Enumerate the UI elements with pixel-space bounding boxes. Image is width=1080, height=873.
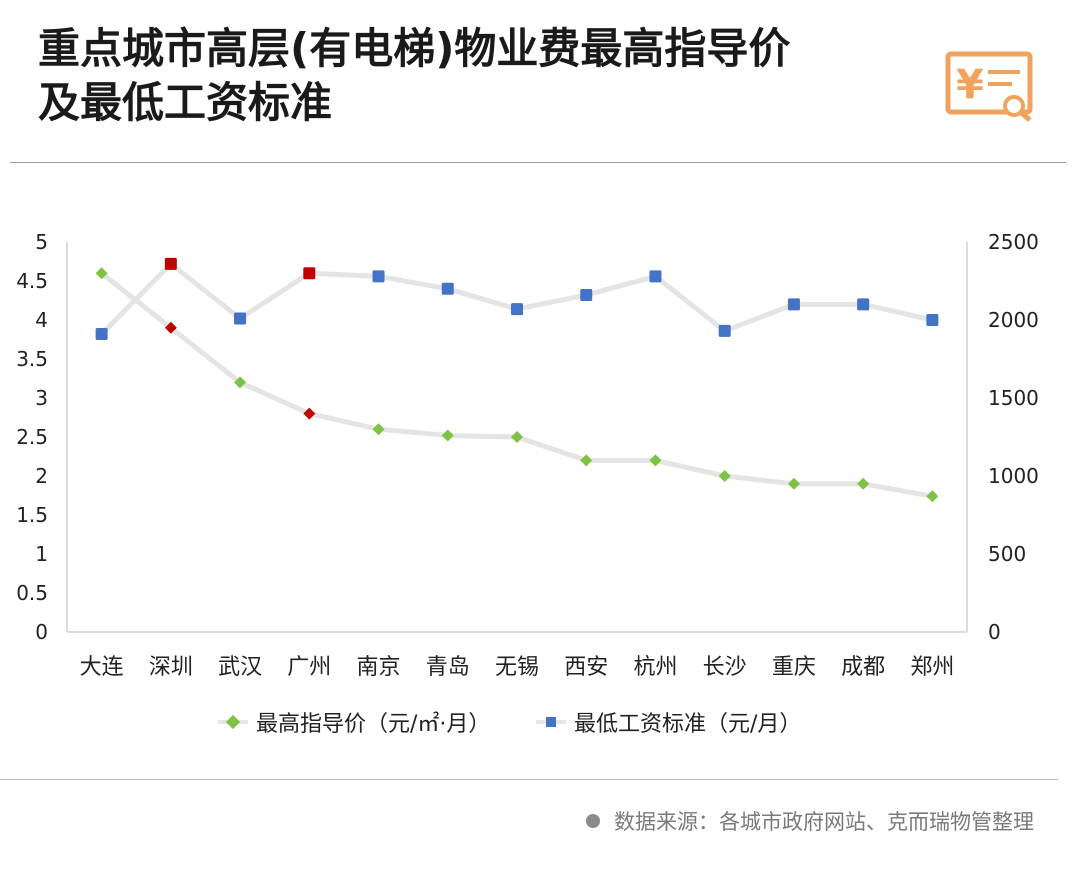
header-divider	[10, 162, 1066, 163]
y-left-tick-label: 5	[35, 230, 48, 254]
x-category-label: 青岛	[426, 655, 470, 680]
legend-label-series2: 最低工资标准（元/月）	[574, 712, 802, 737]
svg-text:¥: ¥	[956, 62, 984, 108]
series1-point	[95, 267, 108, 280]
x-category-label: 广州	[287, 655, 331, 680]
legend-label-series1: 最高指导价（元/㎡·月）	[256, 712, 491, 737]
x-category-label: 南京	[357, 655, 401, 680]
y-left-tick-label: 2.5	[16, 425, 48, 449]
series2-point	[441, 282, 454, 295]
series2-point	[511, 303, 523, 316]
footer-divider	[0, 779, 1058, 780]
data-source: 数据来源：各城市政府网站、克而瑞物管整理	[586, 806, 1034, 836]
series1-point	[649, 454, 662, 467]
x-category-label: 郑州	[910, 655, 954, 680]
square-marker-icon	[546, 717, 556, 727]
x-category-label: 大连	[80, 655, 124, 680]
series1-point	[926, 490, 939, 503]
y-left-tick-label: 3	[35, 386, 48, 410]
series1-point	[580, 454, 593, 467]
series1-point	[234, 376, 247, 389]
y-left-tick-label: 2	[35, 464, 48, 488]
legend-item-series1: 最高指导价（元/㎡·月）	[218, 706, 490, 738]
series1-point	[303, 407, 316, 420]
series-line-2	[99, 261, 933, 336]
series1-point	[718, 470, 731, 482]
series2-point	[164, 257, 177, 270]
legend-item-series2: 最低工资标准（元/月）	[536, 706, 801, 738]
y-right-tick-label: 2500	[988, 230, 1039, 254]
y-right-tick-label: 0	[988, 620, 1001, 644]
series2-point	[787, 298, 800, 311]
yuan-document-search-icon: ¥	[945, 51, 1033, 122]
y-right-tick-label: 1000	[988, 464, 1039, 488]
y-left-tick-label: 3.5	[16, 347, 48, 371]
x-category-label: 深圳	[149, 655, 193, 680]
series2-point	[95, 328, 108, 341]
chart-area: 0 0.5 1 1.5 2 2.5 3 3.5 4 4.5 5 0 500 1000 1500 2000 250…	[16, 230, 1039, 680]
series2-point	[580, 289, 593, 302]
y-right-tick-label: 2000	[988, 308, 1039, 332]
x-category-label: 重庆	[772, 655, 816, 680]
series1-point	[441, 429, 454, 442]
y-right-tick-label: 1500	[988, 386, 1039, 410]
series2-point	[372, 270, 385, 283]
y-left-tick-label: 0.5	[16, 581, 48, 605]
series2-point	[234, 312, 247, 325]
x-category-label: 成都	[841, 655, 885, 680]
y-right-tick-label: 500	[988, 542, 1026, 566]
y-left-tick-label: 4	[35, 308, 48, 332]
source-text: 数据来源：各城市政府网站、克而瑞物管整理	[614, 810, 1034, 834]
y-left-tick-label: 1	[35, 542, 48, 566]
title-line-1: 重点城市高层(有电梯)物业费最高指导价	[38, 24, 791, 73]
series1-point	[511, 431, 523, 443]
x-category-label: 长沙	[703, 655, 747, 680]
x-category-label: 武汉	[218, 655, 262, 680]
page-title: 重点城市高层(有电梯)物业费最高指导价 及最低工资标准	[38, 22, 790, 130]
y-left-tick-label: 0	[35, 620, 48, 644]
series1-point	[372, 423, 385, 436]
bullet-icon	[586, 814, 600, 828]
title-line-2: 及最低工资标准	[38, 78, 333, 127]
x-category-label: 西安	[564, 655, 608, 680]
series2-point	[303, 267, 316, 280]
y-left-tick-label: 1.5	[16, 503, 48, 527]
diamond-marker-icon	[225, 714, 241, 730]
x-category-label: 杭州	[633, 655, 677, 680]
y-left-tick-label: 4.5	[16, 269, 48, 293]
series1-point	[787, 477, 800, 490]
series1-point	[164, 321, 177, 334]
series2-point	[857, 298, 870, 311]
x-category-label: 无锡	[495, 655, 539, 680]
series2-point	[926, 314, 939, 326]
chart-legend: 最高指导价（元/㎡·月） 最低工资标准（元/月）	[0, 706, 1080, 740]
series1-point	[857, 477, 870, 490]
series2-point	[649, 270, 662, 283]
series2-point	[718, 324, 731, 337]
